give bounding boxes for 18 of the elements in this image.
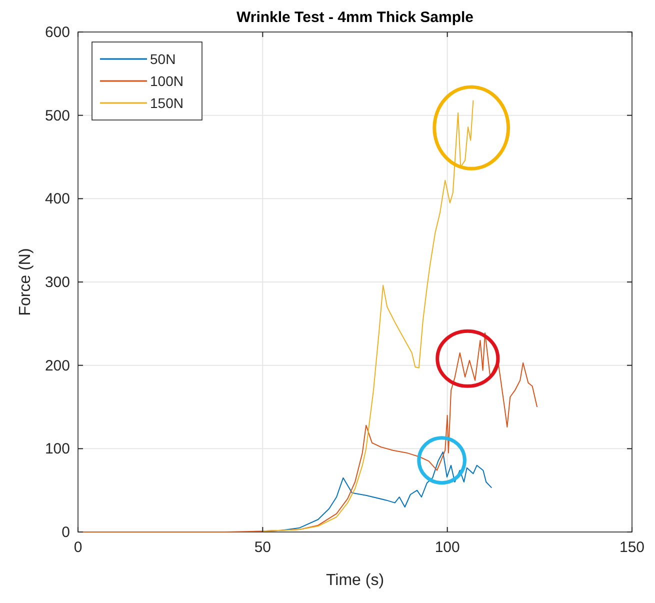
line-series [262, 100, 474, 532]
x-tick-label: 0 [74, 539, 82, 556]
y-tick-label: 300 [44, 274, 70, 291]
y-tick-label: 100 [44, 440, 70, 458]
y-tick-label: 200 [44, 357, 70, 374]
legend-label: 100N [150, 73, 184, 89]
x-tick-label: 100 [434, 539, 460, 556]
y-tick-label: 0 [62, 524, 70, 541]
y-tick-label: 400 [44, 190, 70, 208]
y-tick-label: 600 [44, 24, 70, 41]
x-tick-label: 50 [254, 539, 272, 556]
legend-label: 50N [150, 51, 176, 67]
chart-title: Wrinkle Test - 4mm Thick Sample [236, 9, 474, 26]
x-axis-title: Time (s) [326, 572, 384, 589]
legend-label: 150N [150, 95, 184, 111]
y-tick-label: 500 [44, 107, 70, 124]
y-axis-title: Force (N) [17, 248, 34, 316]
x-tick-label: 150 [619, 539, 645, 556]
